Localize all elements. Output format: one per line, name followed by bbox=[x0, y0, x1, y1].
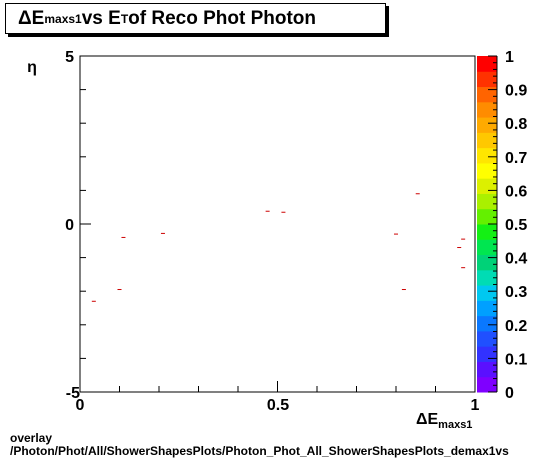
color-scale-label: 0 bbox=[505, 385, 514, 402]
data-points bbox=[91, 193, 466, 302]
x-axis-label-sub: maxs1 bbox=[438, 419, 472, 431]
plot-frame bbox=[79, 55, 476, 393]
title-delta: ΔE bbox=[18, 7, 45, 29]
color-scale-segment bbox=[477, 315, 497, 332]
x-axis-label-main: ΔE bbox=[416, 411, 439, 428]
color-scale-segment bbox=[477, 193, 497, 210]
color-scale-segment bbox=[477, 346, 497, 362]
x-tick-label-left: 0 bbox=[76, 397, 85, 414]
x-tick-label-right: 1 bbox=[471, 397, 480, 414]
footer-line-overlay: overlay bbox=[10, 432, 53, 445]
title-sub-maxs1: maxs1 bbox=[44, 11, 82, 26]
color-scale-label: 0.9 bbox=[505, 83, 527, 100]
color-scale-label: 0.8 bbox=[505, 116, 527, 133]
y-tick-label-top: 5 bbox=[65, 49, 74, 66]
y-tick-label-bottom: -5 bbox=[66, 385, 80, 402]
color-scale-label: 1 bbox=[505, 49, 514, 66]
color-scale-segment bbox=[477, 224, 497, 240]
x-axis-label: ΔEmaxs1 bbox=[416, 411, 472, 431]
color-scale-segment bbox=[477, 132, 497, 149]
color-scale-segment bbox=[477, 300, 497, 317]
color-scale-segment bbox=[477, 208, 497, 225]
color-scale-label: 0.6 bbox=[505, 183, 527, 200]
color-scale-segment bbox=[477, 330, 497, 347]
y-axis-ticks bbox=[80, 55, 91, 393]
y-tick-label-mid: 0 bbox=[65, 217, 74, 234]
color-scale-label: 0.5 bbox=[505, 217, 527, 234]
color-scale: 1 0.9 0.8 0.7 0.6 0.5 0.4 0.3 0.2 0.1 0 bbox=[477, 49, 527, 402]
color-scale-label: 0.7 bbox=[505, 150, 527, 167]
color-scale-segment bbox=[477, 376, 497, 393]
color-scale-segment bbox=[477, 285, 497, 301]
y-axis-label: η bbox=[27, 59, 37, 76]
color-scale-segment bbox=[477, 147, 497, 164]
color-scale-segment bbox=[477, 178, 497, 194]
color-scale-segment bbox=[477, 361, 497, 378]
color-scale-segment bbox=[477, 101, 497, 118]
color-scale-segment bbox=[477, 86, 497, 103]
x-tick-label-mid: 0.5 bbox=[267, 397, 289, 414]
color-scale-label: 0.2 bbox=[505, 318, 527, 335]
color-scale-label: 0.4 bbox=[505, 251, 527, 268]
x-axis-ticks bbox=[79, 381, 476, 392]
color-scale-label: 0.3 bbox=[505, 284, 527, 301]
color-scale-segment bbox=[477, 269, 497, 286]
title-sub-t: T bbox=[120, 11, 129, 26]
color-scale-segment bbox=[477, 254, 497, 271]
color-scale-segment bbox=[477, 117, 497, 133]
footer-line-path: /Photon/Phot/All/ShowerShapesPlots/Photo… bbox=[10, 444, 509, 458]
title-rest: of Reco Phot Photon bbox=[128, 7, 317, 29]
color-scale-label: 0.1 bbox=[505, 351, 527, 368]
color-scale-segment bbox=[477, 56, 497, 72]
footer-caption: overlay /Photon/Phot/All/ShowerShapesPlo… bbox=[10, 432, 546, 458]
color-scale-segment bbox=[477, 239, 497, 256]
color-scale-segment bbox=[477, 162, 497, 179]
title-mid: vs E bbox=[81, 7, 121, 29]
color-scale-segment bbox=[477, 71, 497, 88]
